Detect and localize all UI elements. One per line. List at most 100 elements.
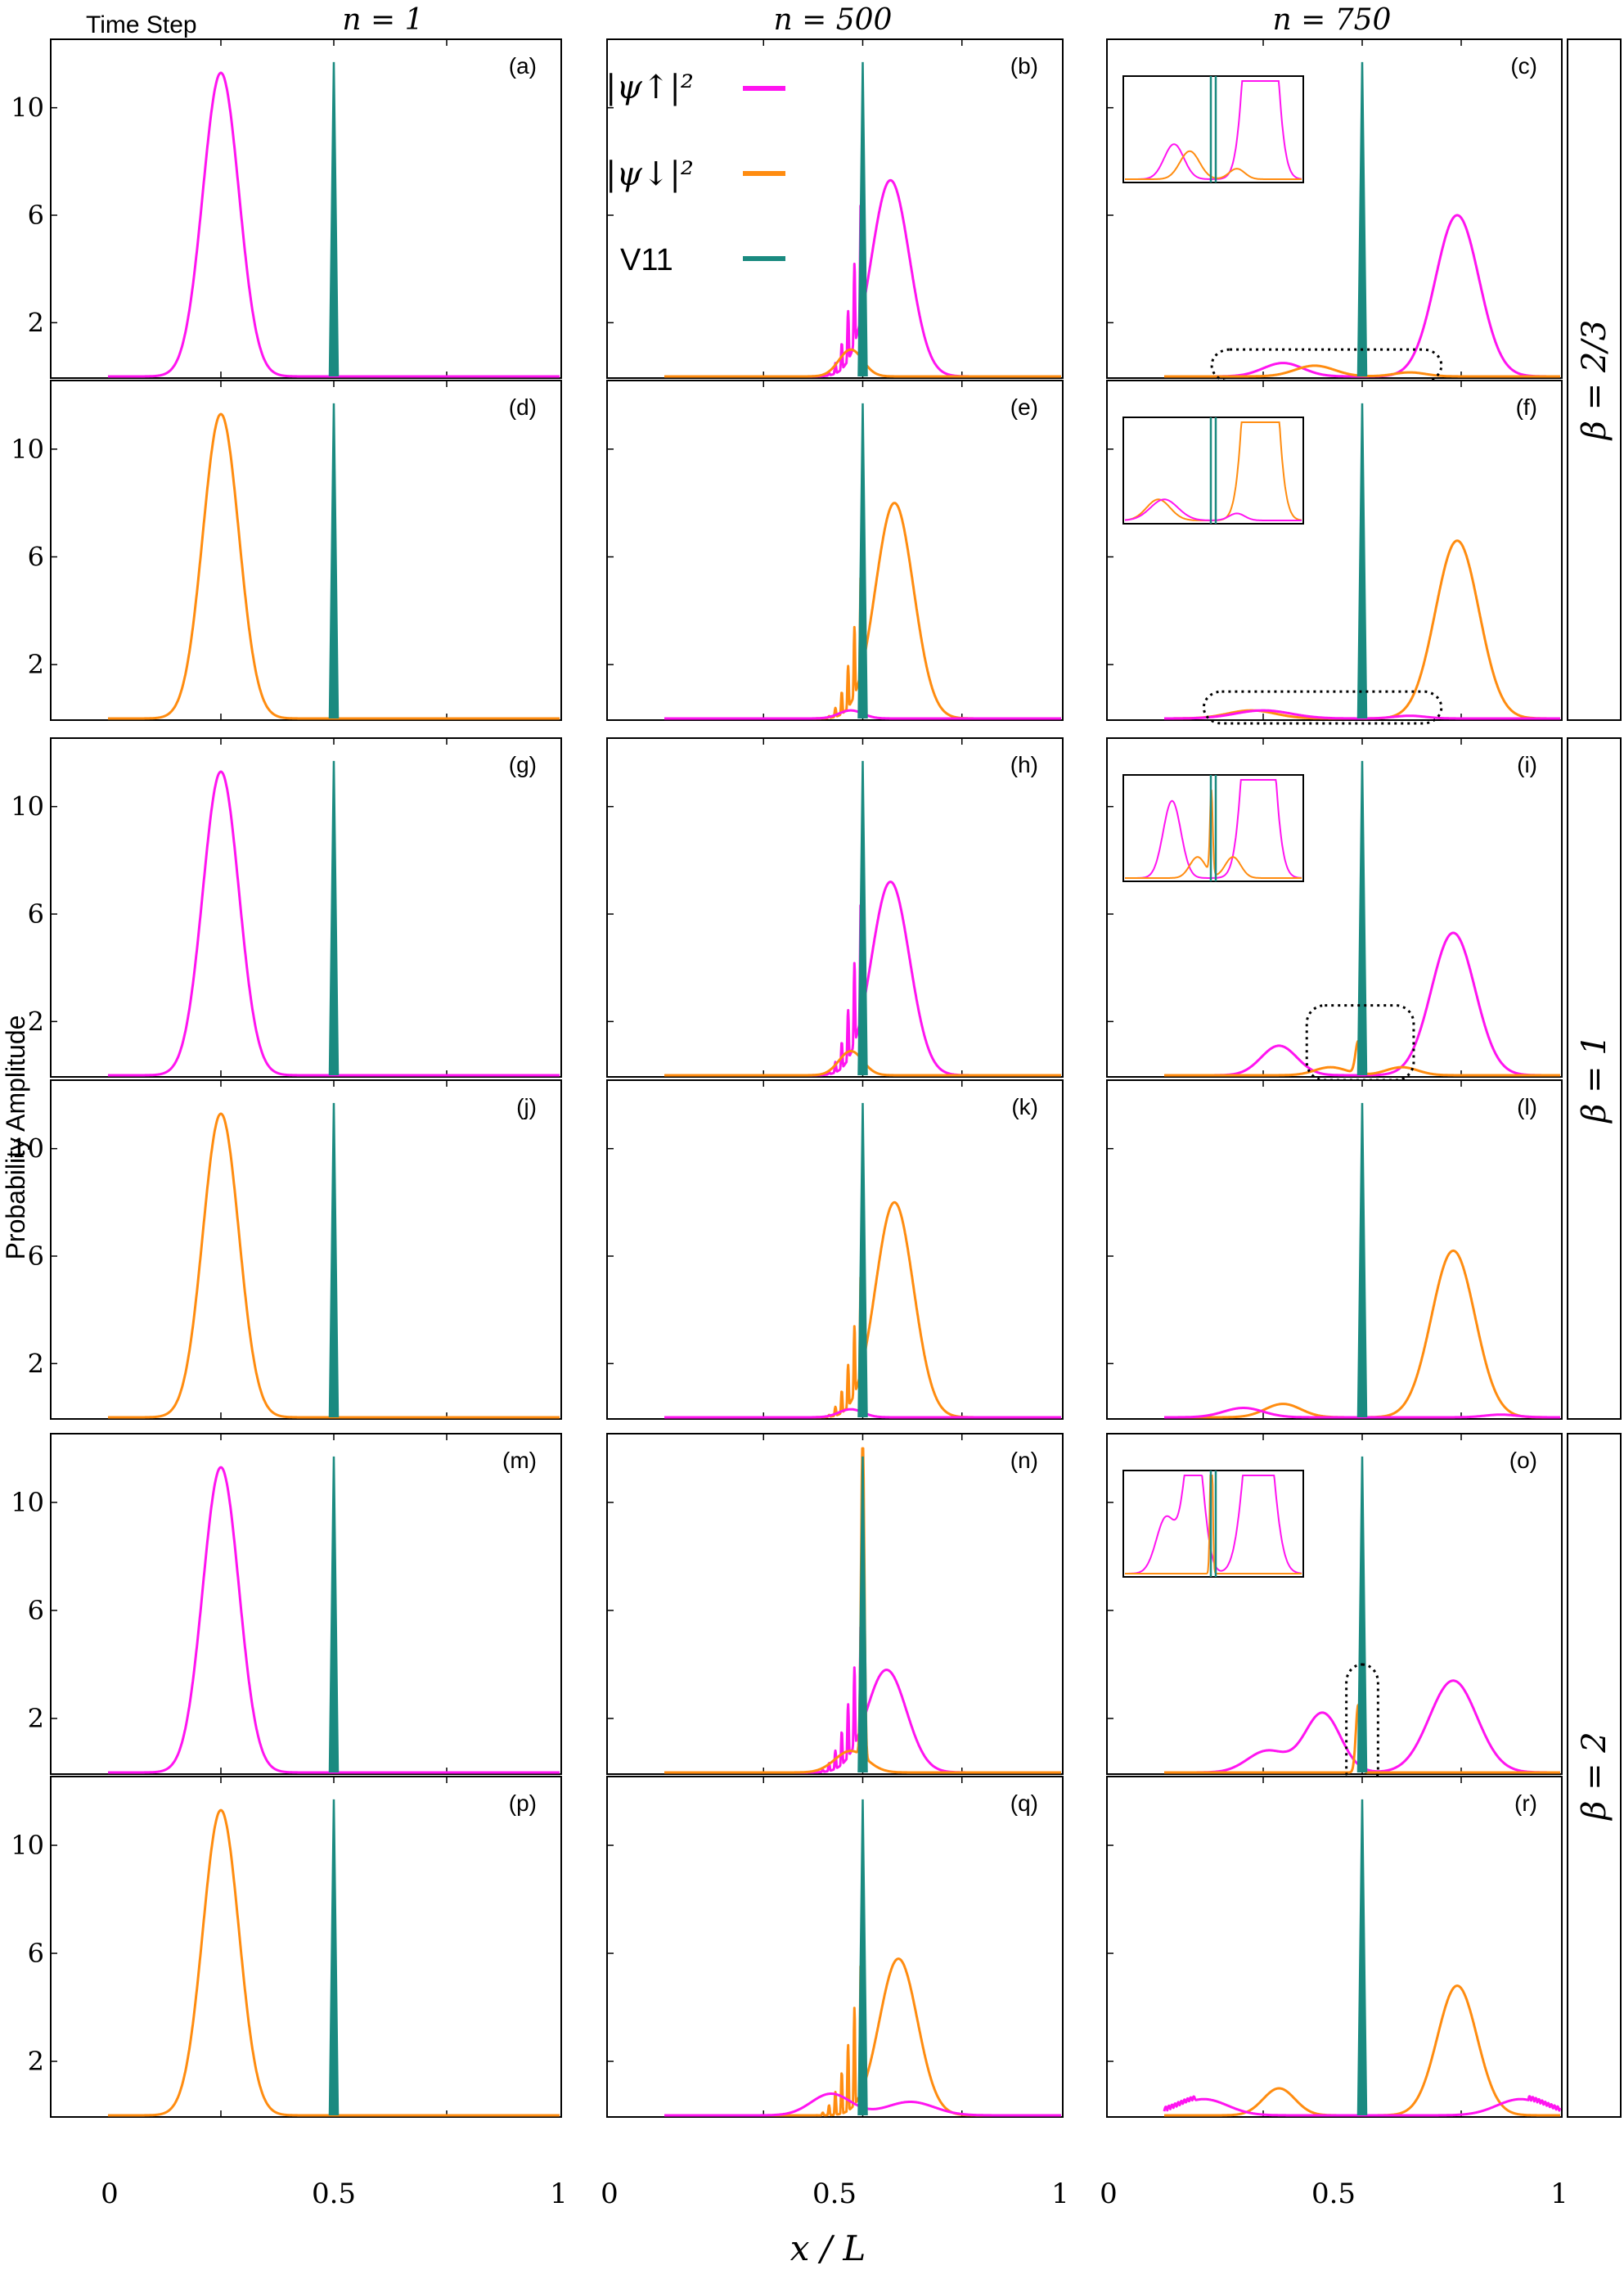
panel-i: (i): [1106, 737, 1563, 1082]
panel-l: (l): [1106, 1079, 1563, 1420]
panel-label: (b): [1010, 53, 1038, 79]
panel-frame: [50, 1079, 562, 1420]
potential-v11-line: [857, 1102, 868, 1418]
potential-v11-line: [1356, 403, 1368, 719]
beta-boxes: [1567, 38, 1622, 2118]
panel-r: (r): [1106, 1776, 1563, 2118]
col-label-n500: n = 500: [774, 3, 893, 37]
potential-v11-line: [1356, 1102, 1368, 1418]
panel-label: (r): [1514, 1790, 1537, 1816]
panel-label: (p): [509, 1790, 537, 1816]
panel-frame: [1106, 1079, 1563, 1420]
panel-m: 2 6 10 (m): [11, 1433, 562, 1775]
inset-frame: [1122, 75, 1304, 183]
potential-v11-line: [1356, 61, 1368, 377]
panel-frame: [606, 38, 1064, 379]
panel-label: (e): [1010, 394, 1038, 420]
highlight-region: [1305, 1004, 1415, 1082]
panel-label: (d): [509, 394, 537, 420]
potential-v11-line: [857, 760, 868, 1076]
panel-k: (k): [606, 1079, 1064, 1420]
panel-label: (m): [502, 1448, 537, 1473]
panel-n: (n): [606, 1433, 1064, 1775]
panel-label: (o): [1509, 1448, 1537, 1473]
beta-box-row3: [1567, 1433, 1622, 2118]
panel-g: 2 6 10 (g): [11, 737, 562, 1078]
panel-b: (b): [606, 38, 1064, 379]
inset: [1122, 417, 1304, 525]
potential-v11-line: [328, 61, 340, 377]
potential-v11-line: [1356, 1799, 1368, 2116]
y-tick-label: 2: [28, 1703, 44, 1734]
beta-box-row2: [1567, 737, 1622, 1420]
panels: 2 6 10 (a) (b) (c) 2 6 10 (d) (e) (f) 2 6 10 (g) (h) (i) 2…: [11, 38, 1563, 2118]
y-tick-label: 6: [28, 1938, 44, 1969]
x-tick-0-col1: 0: [101, 2178, 119, 2210]
y-tick-label: 6: [28, 1595, 44, 1626]
panel-o: (o): [1106, 1433, 1563, 1790]
y-tick-label: 10: [11, 92, 44, 124]
x-tick-05-col3: 0.5: [1311, 2178, 1356, 2210]
panel-c: (c): [1106, 38, 1563, 383]
panel-a: 2 6 10 (a): [11, 38, 562, 379]
beta-box-row1: [1567, 38, 1622, 721]
y-tick-label: 6: [28, 542, 44, 573]
col-label-n750: n = 750: [1273, 3, 1392, 37]
inset-up-line: [1124, 498, 1302, 521]
y-tick-label: 2: [28, 1006, 44, 1037]
beta-label-row1: β = 2/3: [1576, 320, 1613, 441]
col-label-n1: n = 1: [342, 3, 423, 37]
panel-frame: [606, 380, 1064, 721]
y-tick-label: 6: [28, 1241, 44, 1272]
potential-v11-line: [328, 1456, 340, 1773]
potential-v11-line: [328, 1102, 340, 1418]
potential-v11-line: [1356, 760, 1368, 1076]
x-tick-1-col2: 1: [1051, 2178, 1069, 2210]
panel-frame: [606, 1776, 1064, 2118]
panel-f: (f): [1106, 380, 1563, 725]
x-tick-05-col1: 0.5: [312, 2178, 356, 2210]
panel-frame: [50, 1776, 562, 2118]
x-tick-05-col2: 0.5: [812, 2178, 857, 2210]
potential-v11-line: [857, 1799, 868, 2116]
y-tick-label: 2: [28, 2046, 44, 2077]
y-tick-label: 2: [28, 649, 44, 680]
y-tick-label: 2: [28, 1348, 44, 1379]
potential-v11-line: [857, 1456, 868, 1773]
y-axis-label: Probability Amplitude: [1, 1016, 30, 1260]
x-tick-labels: 0 0.5 1 0 0.5 1 0 0.5 1: [101, 2178, 1568, 2210]
panel-label: (c): [1510, 53, 1537, 79]
potential-v11-line: [857, 403, 868, 719]
y-tick-label: 6: [28, 899, 44, 930]
panel-p: 2 6 10 (p): [11, 1776, 562, 2118]
beta-label-row2: β = 1: [1576, 1034, 1613, 1124]
y-tick-label: 6: [28, 200, 44, 231]
inset-down-line: [1125, 1475, 1302, 1574]
y-tick-label: 2: [28, 307, 44, 338]
panel-d: 2 6 10 (d): [11, 380, 562, 721]
legend-down-label: |ψ↓|²: [605, 155, 694, 193]
y-tick-label: 10: [11, 434, 44, 465]
x-tick-1-col3: 1: [1550, 2178, 1568, 2210]
time-step-label: Time Step: [86, 11, 197, 38]
panel-label: (i): [1517, 752, 1537, 777]
panel-label: (f): [1516, 394, 1537, 420]
legend-up-label: |ψ↑|²: [605, 69, 694, 106]
potential-v11-line: [328, 1799, 340, 2116]
legend: |ψ↑|² |ψ↓|² V11: [605, 69, 785, 277]
panel-frame: [606, 1433, 1064, 1775]
panel-frame: [50, 380, 562, 721]
panel-e: (e): [606, 380, 1064, 721]
x-tick-0-col2: 0: [601, 2178, 619, 2210]
highlight-region: [1210, 348, 1443, 383]
inset-down-line: [1125, 789, 1302, 879]
inset-up-line: [1125, 779, 1302, 879]
series-down-line: [664, 1447, 1062, 1774]
inset-up-line: [1125, 80, 1302, 180]
y-tick-label: 10: [11, 1487, 44, 1518]
highlight-region: [1345, 1663, 1379, 1790]
inset: [1122, 1470, 1304, 1578]
potential-v11-line: [857, 61, 868, 377]
y-tick-label: 10: [11, 791, 44, 822]
